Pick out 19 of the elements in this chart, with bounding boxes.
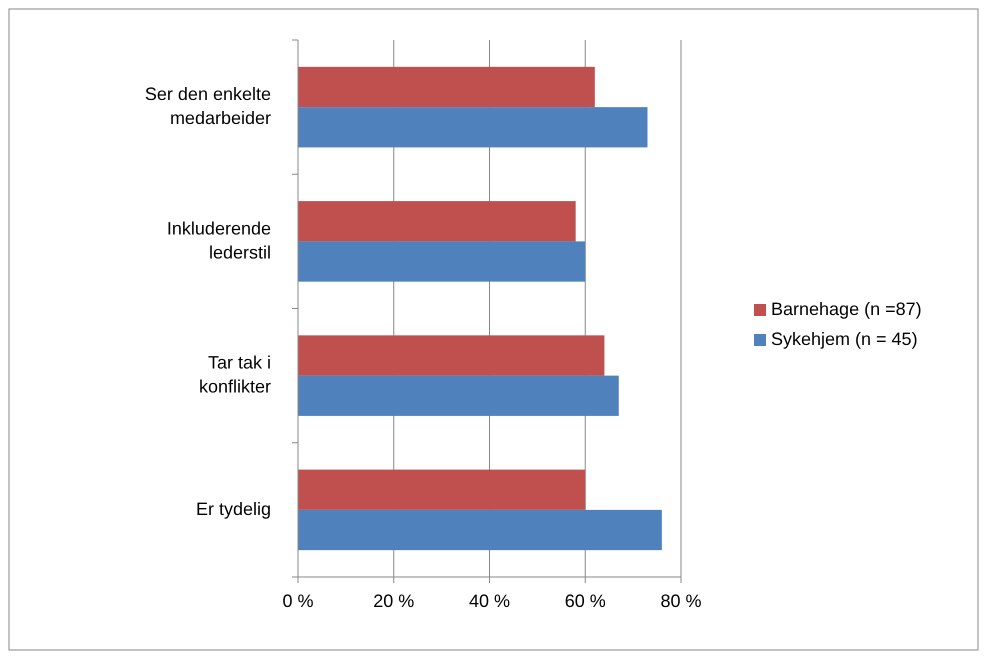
legend-label: Barnehage (n =87) xyxy=(771,298,922,319)
bar xyxy=(298,107,648,148)
bar xyxy=(298,510,662,550)
x-tick-label: 20 % xyxy=(373,591,414,611)
bar xyxy=(298,376,619,416)
y-tick-label: Tar tak i konflikter xyxy=(198,352,271,396)
x-tick-label: 0 % xyxy=(282,591,314,611)
bar xyxy=(298,335,604,376)
bar xyxy=(298,201,576,242)
bar xyxy=(298,241,586,282)
x-tick-label: 80 % xyxy=(660,591,702,611)
y-tick-label: Er tydelig xyxy=(196,498,271,519)
x-tick-label: 40 % xyxy=(468,591,510,611)
legend-label: Sykehjem (n = 45) xyxy=(771,328,918,349)
y-tick-label: Ser den enkelte medarbeider xyxy=(144,84,271,128)
bar xyxy=(298,470,586,510)
y-tick-label: Inkluderende lederstil xyxy=(166,218,271,262)
x-tick-label: 60 % xyxy=(564,591,606,611)
bar xyxy=(298,66,595,108)
